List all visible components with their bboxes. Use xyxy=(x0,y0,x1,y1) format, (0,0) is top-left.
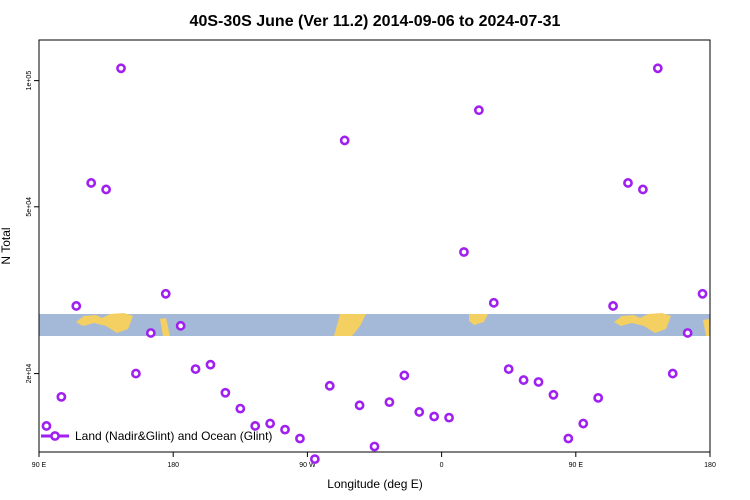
data-point xyxy=(429,411,440,422)
landmass xyxy=(703,319,710,336)
data-point xyxy=(563,433,574,444)
data-point xyxy=(250,421,261,431)
data-point xyxy=(265,418,276,429)
data-point xyxy=(488,297,499,308)
x-tick-label: 90 E xyxy=(32,462,47,469)
data-point xyxy=(56,391,67,402)
data-point xyxy=(682,328,693,338)
data-point xyxy=(518,375,529,385)
plot-frame xyxy=(38,39,711,453)
data-point xyxy=(399,370,410,381)
data-point xyxy=(548,389,559,400)
legend-label: Land (Nadir&Glint) and Ocean (Glint) xyxy=(75,429,272,443)
y-tick-label: 5e+04 xyxy=(26,197,33,217)
data-point xyxy=(160,288,171,299)
data-point xyxy=(533,377,544,387)
y-tick-label: 2e+04 xyxy=(26,364,33,384)
legend: Land (Nadir&Glint) and Ocean (Glint) xyxy=(41,429,272,443)
landmass xyxy=(76,313,133,333)
data-points xyxy=(41,63,708,465)
ocean-band xyxy=(39,314,710,336)
x-tick-label: 180 xyxy=(167,462,179,469)
data-point xyxy=(608,301,618,311)
landmass xyxy=(614,313,671,333)
data-point xyxy=(652,63,663,74)
landmass xyxy=(334,314,366,336)
data-point xyxy=(473,105,484,116)
data-point xyxy=(324,380,335,391)
data-point xyxy=(414,407,425,417)
landmass xyxy=(469,314,488,325)
data-point xyxy=(384,397,395,408)
data-point xyxy=(593,392,604,403)
data-point xyxy=(667,368,678,379)
legend-marker xyxy=(50,431,60,441)
data-point xyxy=(175,320,186,331)
data-point xyxy=(71,301,82,311)
data-point xyxy=(638,184,648,195)
y-axis: 2e+04 5e+04 1e+05 xyxy=(26,71,39,384)
data-point xyxy=(339,135,350,146)
data-point xyxy=(309,454,320,465)
y-axis-label: N Total xyxy=(0,227,13,264)
data-point xyxy=(459,247,469,257)
data-point xyxy=(190,364,201,374)
data-point xyxy=(578,418,589,429)
data-point xyxy=(295,433,305,444)
y-tick-label: 1e+05 xyxy=(26,71,33,91)
data-point xyxy=(369,441,380,452)
data-point xyxy=(205,359,216,370)
data-point xyxy=(503,364,514,374)
data-point xyxy=(235,403,246,414)
x-tick-label: 90 W xyxy=(299,462,316,469)
x-axis: 90 E 180 90 W 0 90 E 180 xyxy=(32,452,716,469)
x-axis-label: Longitude (deg E) xyxy=(327,477,422,491)
data-point xyxy=(131,368,141,379)
data-point xyxy=(697,288,708,299)
x-tick-label: 0 xyxy=(440,462,444,469)
data-point xyxy=(623,178,633,188)
world-map-strip xyxy=(39,313,710,336)
data-point xyxy=(280,424,290,435)
data-point xyxy=(101,184,111,195)
data-point xyxy=(354,400,365,411)
chart-title: 40S-30S June (Ver 11.2) 2014-09-06 to 20… xyxy=(190,13,561,30)
data-point xyxy=(116,63,126,74)
data-point xyxy=(220,387,231,398)
data-point xyxy=(86,178,97,188)
data-point xyxy=(41,421,52,431)
data-point xyxy=(145,328,156,338)
landmass xyxy=(160,318,170,336)
data-point xyxy=(444,412,454,423)
x-tick-label: 180 xyxy=(704,462,716,469)
x-tick-label: 90 E xyxy=(569,462,584,469)
